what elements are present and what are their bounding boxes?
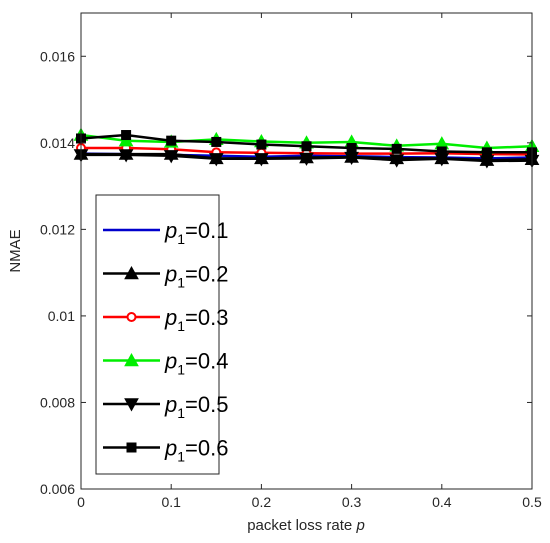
y-tick-label: 0.012	[40, 221, 75, 237]
legend-label-rest: =0.4	[185, 349, 228, 374]
x-axis-label: packet loss rate p	[247, 517, 365, 534]
legend-label-sub: 1	[177, 231, 185, 247]
legend-label-var: p	[164, 262, 177, 287]
legend-swatch-marker	[124, 398, 139, 412]
y-tick-label: 0.01	[48, 308, 75, 324]
legend-label-rest: =0.3	[185, 305, 228, 330]
legend-swatch-marker	[126, 442, 137, 453]
legend-label-sub: 1	[177, 405, 185, 421]
legend-item-3: p1=0.3	[103, 305, 228, 334]
series-6-point	[211, 136, 222, 147]
series-6-point	[301, 141, 312, 152]
y-axis-label: NMAE	[7, 229, 24, 272]
legend-label-var: p	[164, 392, 177, 417]
legend-item-4: p1=0.4	[103, 349, 228, 378]
legend-label-rest: =0.6	[185, 436, 228, 461]
legend-label: p1=0.4	[164, 349, 228, 378]
series-5-point	[299, 152, 314, 166]
legend-item-6: p1=0.6	[103, 436, 228, 465]
legend-label-rest: =0.2	[185, 262, 228, 287]
axes-layer: 0 0.1 0.2 0.3 0.4 0.5 0.006 0.008 0.01 0.012 0.014…	[40, 13, 542, 510]
legend-item-2: p1=0.2	[103, 262, 228, 291]
legend-label-sub: 1	[177, 318, 185, 334]
series-6-point	[256, 139, 267, 150]
series-6-point	[481, 147, 492, 158]
legend-box	[95, 194, 220, 475]
y-tick-label: 0.014	[40, 135, 75, 151]
legend-label-var: p	[164, 218, 177, 243]
series-5-point	[163, 150, 179, 164]
series-5	[73, 149, 540, 169]
legend-swatch-marker	[126, 312, 137, 322]
legend-label: p1=0.2	[164, 262, 228, 291]
series-layer	[73, 127, 540, 169]
legend-label-rest: =0.1	[185, 218, 228, 243]
y-tick-label: 0.008	[40, 394, 75, 410]
x-tick-label: 0.5	[522, 494, 542, 510]
legend-label-sub: 1	[177, 449, 185, 465]
x-tick-label: 0.4	[432, 494, 452, 510]
legend-label-var: p	[164, 349, 177, 374]
legend-item-5: p1=0.5	[103, 392, 228, 421]
legend-label-rest: =0.5	[185, 392, 228, 417]
series-5-point	[389, 154, 405, 168]
series-6-point	[121, 130, 132, 141]
series-6-point	[436, 146, 447, 157]
legend-swatch-marker	[124, 265, 139, 280]
series-5-point	[254, 153, 269, 167]
x-axis-label-var: p	[355, 517, 364, 534]
legend: p1=0.1p1=0.2p1=0.3p1=0.4p1=0.5p1=0.6	[95, 194, 228, 475]
legend-label: p1=0.5	[164, 392, 228, 421]
legend-label-sub: 1	[177, 362, 185, 378]
series-6-point	[391, 143, 402, 154]
legend-item-1: p1=0.1	[103, 218, 228, 247]
y-tick-label: 0.016	[40, 48, 75, 64]
legend-label: p1=0.3	[164, 305, 228, 334]
legend-label-var: p	[164, 436, 177, 461]
legend-label: p1=0.6	[164, 436, 228, 465]
x-axis-label-text: packet loss rate	[247, 517, 352, 534]
series-5-point	[118, 149, 134, 163]
x-tick-label: 0.1	[161, 494, 181, 510]
legend-label-sub: 1	[177, 275, 185, 291]
x-tick-label: 0.3	[342, 494, 362, 510]
legend-swatch-marker	[124, 352, 139, 367]
y-tick-label: 0.006	[40, 481, 75, 497]
legend-label-var: p	[164, 305, 177, 330]
series-5-point	[208, 153, 224, 167]
x-tick-label: 0.2	[252, 494, 272, 510]
plot-frame	[80, 12, 533, 490]
x-tick-label: 0	[77, 494, 85, 510]
series-6-point	[346, 143, 357, 154]
series-6-point	[166, 135, 177, 146]
legend-label: p1=0.1	[164, 218, 228, 247]
